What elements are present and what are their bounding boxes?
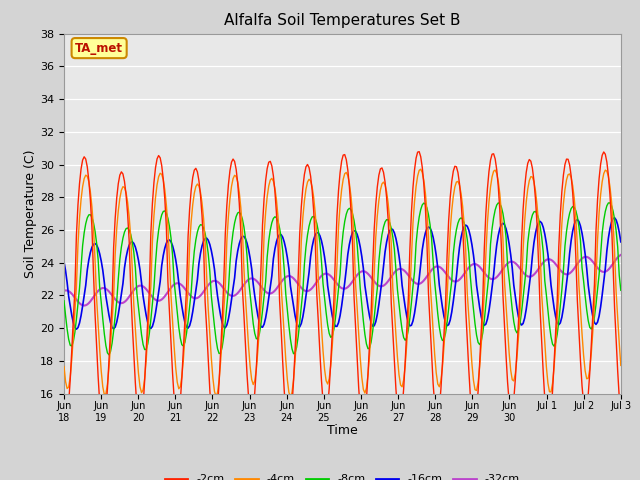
Text: TA_met: TA_met <box>75 42 123 55</box>
X-axis label: Time: Time <box>327 424 358 437</box>
Title: Alfalfa Soil Temperatures Set B: Alfalfa Soil Temperatures Set B <box>224 13 461 28</box>
Y-axis label: Soil Temperature (C): Soil Temperature (C) <box>24 149 37 278</box>
Legend: -2cm, -4cm, -8cm, -16cm, -32cm: -2cm, -4cm, -8cm, -16cm, -32cm <box>161 470 524 480</box>
